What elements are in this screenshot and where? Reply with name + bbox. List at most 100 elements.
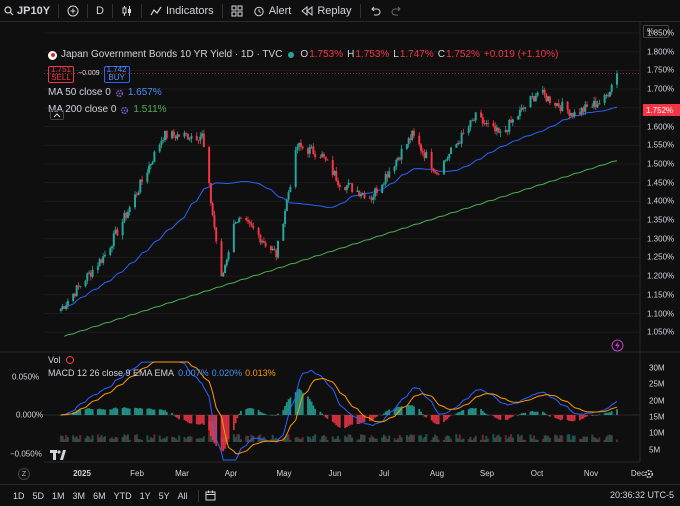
gear-icon[interactable] (115, 89, 124, 98)
macd-histogram-bar (529, 411, 532, 415)
macd-histogram-bar (483, 412, 486, 415)
macd-histogram-bar (506, 415, 509, 420)
legend-collapse-button[interactable] (50, 110, 64, 120)
candle-body (213, 215, 216, 228)
volume-bar (160, 439, 163, 442)
volume-bar (421, 438, 424, 442)
candle-body (536, 92, 539, 96)
volume-bar (307, 436, 310, 442)
macd-histogram-bar (197, 415, 200, 425)
ma50-legend[interactable]: MA 50 close 0 1.657% (48, 86, 558, 100)
price-axis-label: 1.400% (647, 196, 675, 206)
candle-body (61, 306, 64, 310)
zoom-reset-button[interactable]: Z (18, 468, 30, 480)
volume-axis-label: 30M (649, 363, 665, 373)
candle-body (151, 162, 154, 164)
volume-bar (245, 435, 248, 442)
macd-histogram-bar (165, 412, 168, 415)
sell-button[interactable]: 1.751 SELL (48, 65, 74, 83)
macd-histogram-bar (520, 413, 523, 415)
lightning-icon[interactable] (611, 339, 624, 352)
gear-icon[interactable] (120, 106, 129, 115)
templates-button[interactable] (226, 0, 248, 22)
macd-histogram-bar (504, 415, 507, 420)
price-axis-label: 1.350% (647, 215, 675, 225)
candle-body (59, 309, 62, 311)
candle-body (111, 246, 114, 249)
volume-bar (195, 438, 198, 442)
range-button[interactable]: 5D (32, 490, 45, 501)
alert-button[interactable]: Alert (248, 0, 297, 22)
candle-body (386, 174, 389, 178)
indicators-button[interactable]: Indicators (145, 0, 219, 22)
volume-bar (375, 438, 378, 442)
range-button[interactable]: All (177, 490, 188, 501)
volume-bar (121, 437, 124, 442)
macd-histogram-bar (561, 415, 564, 420)
candle-body (533, 95, 536, 102)
ohlc-open-key: O (300, 49, 309, 61)
volume-bar (607, 435, 610, 442)
chart-settings-button[interactable] (642, 468, 656, 480)
candle-body (446, 158, 449, 161)
candle-body (554, 103, 557, 106)
symbol-search-button[interactable]: JP10Y (0, 0, 55, 22)
macd-histogram-bar (337, 415, 339, 427)
candle-body (79, 286, 82, 287)
macd-histogram-bar (430, 415, 433, 421)
volume-bar (381, 437, 384, 442)
chart-type-button[interactable] (116, 0, 138, 22)
ma200-legend[interactable]: MA 200 close 0 1.511% (48, 103, 558, 117)
volume-bar (96, 434, 99, 442)
range-button[interactable]: 3M (72, 490, 86, 501)
scale-mode-button[interactable]: % (643, 25, 669, 38)
undo-button[interactable] (364, 0, 386, 22)
candle-body (370, 197, 373, 200)
macd-histogram-bar (393, 408, 396, 415)
legend-title[interactable]: Japan Government Bonds 10 YR Yield · 1D … (61, 49, 283, 61)
macd-histogram-bar (457, 412, 459, 415)
tradingview-logo[interactable] (50, 450, 66, 463)
candle-body (201, 133, 204, 137)
macd-histogram-bar (497, 415, 500, 420)
macd-histogram-bar (112, 408, 115, 415)
replay-button[interactable]: Replay (296, 0, 356, 22)
macd-legend[interactable]: MACD 12 26 close 9 EMA EMA 0.007% 0.020%… (48, 368, 276, 378)
range-button[interactable]: 1M (52, 490, 65, 501)
candle-body (195, 136, 198, 140)
compare-symbol-button[interactable] (62, 0, 84, 22)
candle-body (250, 223, 253, 226)
volume-bar (398, 434, 401, 442)
buy-button[interactable]: 1.742 BUY (103, 65, 130, 83)
macd-histogram-bar (285, 402, 288, 415)
macd-histogram-bar (473, 408, 475, 415)
range-button[interactable]: 1D (13, 490, 25, 501)
interval-button[interactable]: D (91, 0, 109, 22)
candle-body (372, 196, 375, 200)
candle-body (338, 184, 341, 188)
clock-timezone[interactable]: 20:36:32 UTC-5 (609, 490, 674, 500)
chart-canvas[interactable] (0, 22, 680, 484)
volume-legend[interactable]: Vol (48, 355, 74, 365)
volume-status-icon[interactable] (65, 356, 74, 364)
last-price-tag: 1.752% (643, 104, 680, 116)
candle-body (467, 127, 470, 133)
candle-body (165, 130, 168, 139)
macd-histogram-bar (559, 415, 562, 421)
candle-body (497, 127, 500, 133)
go-to-date-button[interactable] (205, 490, 216, 501)
volume-bar (296, 436, 299, 442)
redo-button[interactable] (386, 0, 408, 22)
range-button[interactable]: YTD (113, 490, 132, 501)
price-axis-label: 1.750% (647, 65, 675, 75)
candle-body (319, 157, 322, 158)
candle-body (178, 134, 181, 137)
range-button[interactable]: 1Y (139, 490, 151, 501)
volume-bar (437, 439, 440, 442)
macd-histogram-bar (533, 411, 535, 415)
range-button[interactable]: 5Y (158, 490, 170, 501)
toolbar-divider (359, 3, 361, 18)
range-button[interactable]: 6M (93, 490, 106, 501)
candle-body (310, 146, 313, 148)
candle-body (522, 107, 525, 109)
